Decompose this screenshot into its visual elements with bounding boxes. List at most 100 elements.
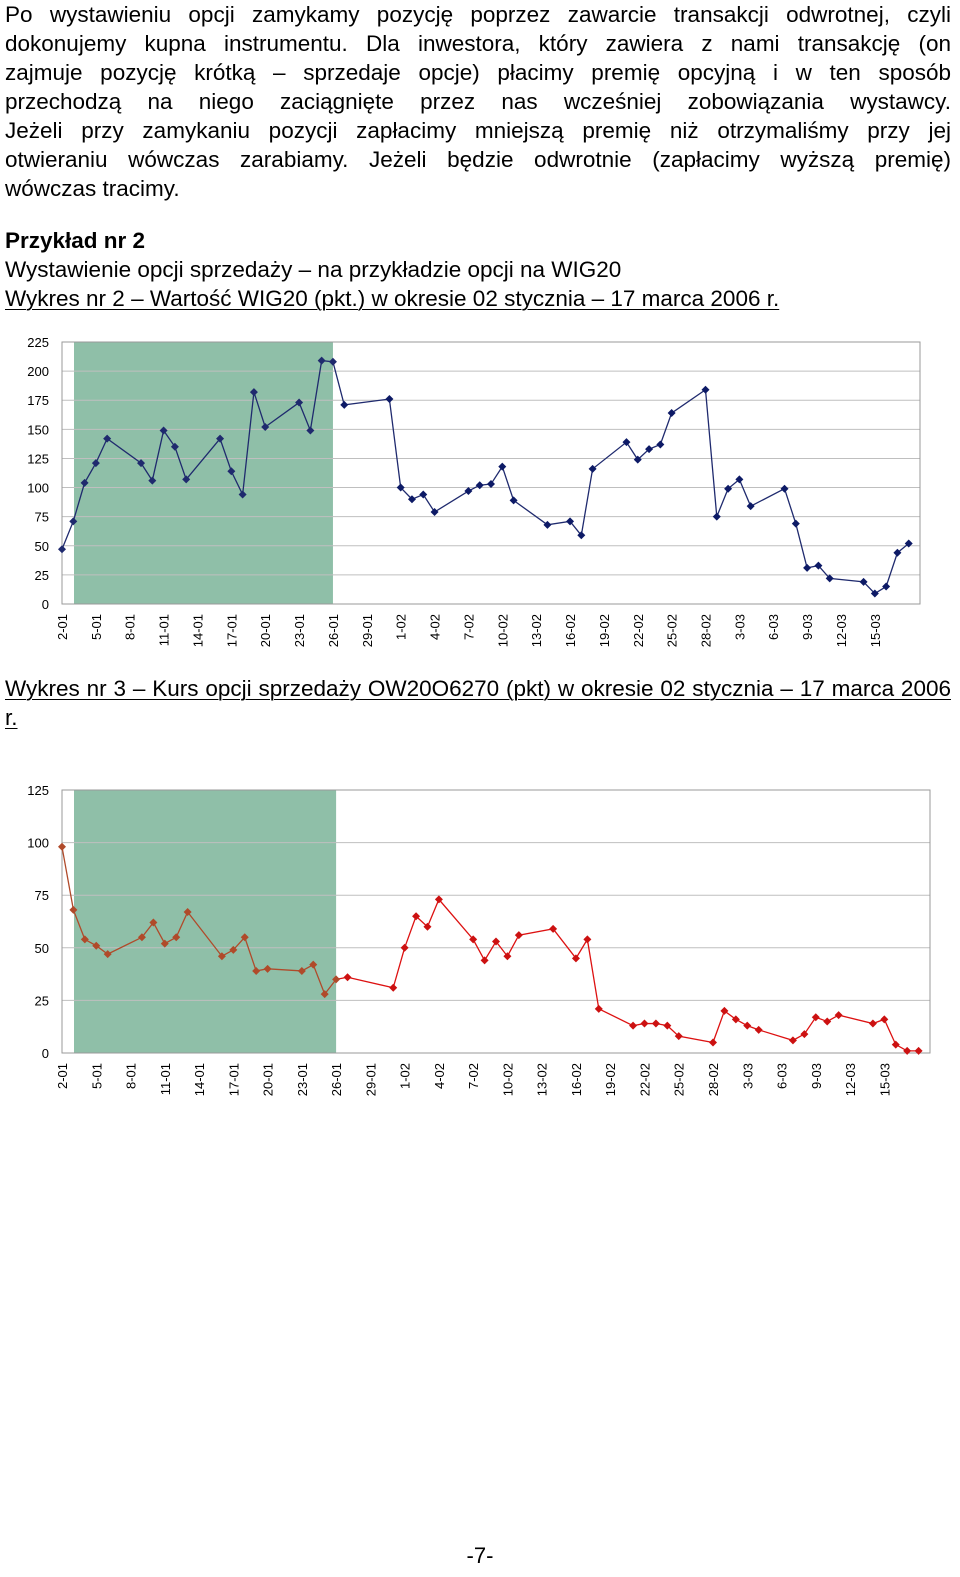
data-point-marker <box>633 455 642 464</box>
data-point-marker <box>543 520 552 529</box>
data-point-marker <box>249 388 258 397</box>
data-point-marker <box>811 1013 820 1022</box>
data-point-marker <box>583 935 592 944</box>
data-point-marker <box>712 512 721 521</box>
x-tick-label: 12-03 <box>834 614 849 647</box>
data-point-marker <box>58 545 66 554</box>
data-point-marker <box>509 496 518 505</box>
data-point-marker <box>914 1046 923 1055</box>
data-point-marker <box>217 952 226 961</box>
data-point-marker <box>645 445 654 454</box>
x-tick-label: 9-03 <box>800 614 815 640</box>
x-tick-label: 28-02 <box>699 614 714 647</box>
data-point-marker <box>137 933 146 942</box>
data-point-marker <box>172 933 181 942</box>
intro-line: Po wystawieniu opcji zamykamy pozycję po… <box>5 2 951 27</box>
data-point-marker <box>735 475 744 484</box>
series-line <box>332 361 910 595</box>
data-point-marker <box>309 960 318 969</box>
y-tick-label: 0 <box>42 1046 49 1061</box>
data-point-marker <box>170 442 179 451</box>
data-point-marker <box>870 589 879 598</box>
plot-area-border <box>61 789 931 1054</box>
data-point-marker <box>800 1030 809 1039</box>
data-point-marker <box>240 933 249 942</box>
intro-line: wówczas tracimy. <box>5 176 180 201</box>
data-point-marker <box>656 440 665 449</box>
data-point-marker <box>566 517 575 526</box>
data-point-marker <box>701 385 710 394</box>
data-point-marker <box>640 1019 649 1028</box>
data-point-marker <box>487 480 495 489</box>
data-point-marker <box>823 1017 832 1026</box>
example-subtitle: Wystawienie opcji sprzedaży – na przykła… <box>5 257 622 282</box>
x-tick-label: 17-01 <box>224 614 239 647</box>
data-point-marker <box>148 476 157 485</box>
chart2-caption: Wykres nr 2 – Wartość WIG20 (pkt.) w okr… <box>5 286 780 311</box>
x-tick-label: 19-02 <box>603 1063 618 1096</box>
data-point-marker <box>389 983 398 992</box>
data-point-marker <box>651 1019 660 1028</box>
data-point-marker <box>882 582 891 591</box>
intro-line: Jeżeli przy zamykaniu pozycji zapłacimy … <box>5 118 951 143</box>
data-point-marker <box>731 1015 740 1024</box>
x-tick-label: 6-03 <box>766 614 781 640</box>
data-point-marker <box>503 952 512 961</box>
y-tick-label: 100 <box>27 836 49 851</box>
data-point-marker <box>419 490 428 499</box>
y-tick-label: 125 <box>27 783 49 798</box>
data-point-marker <box>317 356 326 365</box>
x-tick-label: 3-03 <box>740 1063 755 1089</box>
data-point-marker <box>514 931 523 940</box>
intro-line: zajmuje pozycję krótką – sprzedaje opcje… <box>5 60 951 85</box>
y-tick-label: 25 <box>35 568 49 583</box>
data-point-marker <box>103 950 112 959</box>
x-tick-label: 20-01 <box>258 614 273 647</box>
data-point-marker <box>859 577 868 586</box>
data-point-marker <box>320 990 329 999</box>
data-point-marker <box>492 937 500 946</box>
data-point-marker <box>674 1032 683 1041</box>
y-tick-label: 75 <box>35 510 49 525</box>
x-tick-label: 23-01 <box>295 1063 310 1096</box>
y-tick-label: 175 <box>27 393 49 408</box>
data-point-marker <box>464 487 473 496</box>
data-point-marker <box>216 434 225 443</box>
data-point-marker <box>306 426 315 435</box>
data-point-marker <box>891 1040 900 1049</box>
data-point-marker <box>594 1004 603 1013</box>
data-point-marker <box>834 1011 843 1020</box>
x-tick-label: 15-03 <box>868 614 883 647</box>
x-tick-label: 4-02 <box>432 1063 447 1089</box>
shaded-period <box>74 342 333 604</box>
x-tick-label: 3-03 <box>732 614 747 640</box>
data-point-marker <box>103 434 112 443</box>
data-point-marker <box>385 395 394 404</box>
x-tick-label: 4-02 <box>428 614 443 640</box>
intro-line: dokonujemy kupna instrumentu. Dla inwest… <box>5 31 951 56</box>
data-point-marker <box>80 478 89 487</box>
data-point-marker <box>588 464 597 473</box>
data-point-marker <box>720 1006 729 1015</box>
data-point-marker <box>263 964 272 973</box>
y-tick-label: 50 <box>35 539 49 554</box>
x-tick-label: 19-02 <box>597 614 612 647</box>
data-point-marker <box>754 1025 763 1034</box>
x-tick-label: 25-02 <box>665 614 680 647</box>
data-point-marker <box>791 519 800 528</box>
data-point-marker <box>340 400 349 409</box>
y-tick-label: 0 <box>42 597 49 612</box>
x-tick-label: 26-01 <box>326 614 341 647</box>
y-tick-label: 200 <box>27 364 49 379</box>
data-point-marker <box>788 1036 797 1045</box>
data-point-marker <box>69 905 78 914</box>
intro-line: otwieraniu wówczas zarabiamy. Jeżeli będ… <box>5 147 951 172</box>
data-point-marker <box>880 1015 889 1024</box>
data-point-marker <box>434 895 443 904</box>
x-tick-label: 10-02 <box>500 1063 515 1096</box>
data-point-marker <box>667 409 676 418</box>
data-point-marker <box>91 459 100 468</box>
data-point-marker <box>724 484 733 493</box>
y-tick-label: 75 <box>35 888 49 903</box>
x-tick-label: 16-02 <box>569 1063 584 1096</box>
